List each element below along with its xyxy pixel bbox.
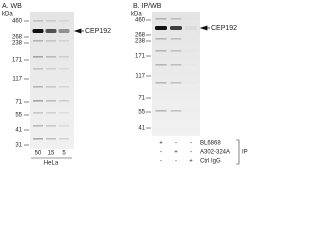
band bbox=[155, 110, 167, 112]
band bbox=[186, 64, 197, 66]
band bbox=[33, 86, 43, 88]
band bbox=[46, 68, 56, 70]
ip-cell: + bbox=[174, 150, 178, 156]
band bbox=[59, 40, 69, 42]
marker-label: 41 bbox=[15, 128, 22, 134]
band bbox=[33, 112, 43, 114]
marker-label: 41 bbox=[138, 126, 145, 132]
band bbox=[185, 26, 197, 30]
marker-label: 55 bbox=[138, 110, 145, 116]
band bbox=[170, 26, 182, 30]
marker-label: 31 bbox=[15, 143, 22, 149]
ip-row-name: BL6868 bbox=[200, 141, 221, 147]
band bbox=[186, 18, 197, 20]
band bbox=[58, 29, 70, 33]
band bbox=[33, 40, 43, 42]
lane-label: 50 bbox=[35, 151, 42, 157]
band bbox=[59, 56, 69, 58]
ip-cell: + bbox=[159, 141, 163, 147]
group-label: IP bbox=[242, 150, 248, 156]
band bbox=[155, 50, 167, 52]
target-label: CEP192 bbox=[85, 28, 111, 35]
band bbox=[59, 138, 69, 140]
band bbox=[59, 112, 69, 114]
marker-label: 460 bbox=[12, 19, 23, 25]
band bbox=[33, 68, 43, 70]
marker-label: 268 bbox=[12, 35, 23, 41]
band bbox=[46, 40, 56, 42]
panel-label: B. IP/WB bbox=[133, 3, 162, 10]
blot bbox=[30, 12, 74, 149]
ip-row-name: Ctrl IgG bbox=[200, 159, 221, 165]
band bbox=[170, 50, 182, 52]
band bbox=[155, 64, 167, 66]
panel-label: A. WB bbox=[2, 3, 22, 10]
band bbox=[170, 82, 182, 84]
ip-cell: - bbox=[160, 150, 162, 156]
band bbox=[186, 110, 197, 112]
band bbox=[33, 20, 43, 22]
arrow bbox=[199, 25, 210, 31]
band bbox=[59, 100, 69, 102]
bracket bbox=[236, 139, 240, 165]
band bbox=[186, 50, 197, 52]
band bbox=[32, 29, 44, 33]
marker-label: 117 bbox=[135, 74, 145, 80]
marker-label: 238 bbox=[135, 39, 146, 45]
unit-label: kDa bbox=[131, 12, 142, 18]
western-blot-figure: A. WB kDa B. IP/WB kDa 46026823817111771… bbox=[2, 3, 248, 167]
band bbox=[155, 38, 167, 40]
band bbox=[155, 26, 167, 30]
band bbox=[33, 125, 43, 127]
marker-label: 460 bbox=[135, 18, 146, 24]
band bbox=[59, 68, 69, 70]
ip-cell: - bbox=[175, 141, 177, 147]
ip-row-name: A302-324A bbox=[200, 150, 230, 156]
marker-label: 268 bbox=[135, 33, 146, 39]
ip-cell: + bbox=[189, 159, 193, 165]
band bbox=[170, 38, 182, 40]
lane-label: 15 bbox=[48, 151, 55, 157]
band bbox=[33, 56, 43, 58]
target-label: CEP192 bbox=[211, 25, 237, 32]
ip-cell: - bbox=[160, 159, 162, 165]
band bbox=[46, 86, 56, 88]
ip-cell: - bbox=[190, 150, 192, 156]
lane-label: 5 bbox=[62, 151, 66, 157]
blot bbox=[152, 12, 200, 136]
marker-label: 71 bbox=[138, 96, 145, 102]
ip-cell: - bbox=[175, 159, 177, 165]
band bbox=[155, 82, 167, 84]
marker-label: 238 bbox=[12, 41, 23, 47]
band bbox=[46, 125, 56, 127]
unit-label: kDa bbox=[2, 12, 13, 18]
band bbox=[33, 100, 43, 102]
marker-label: 171 bbox=[135, 54, 146, 60]
band bbox=[46, 112, 56, 114]
band bbox=[170, 110, 182, 112]
band bbox=[33, 138, 43, 140]
ip-cell: - bbox=[190, 141, 192, 147]
band bbox=[46, 100, 56, 102]
sample-label: HeLa bbox=[44, 161, 59, 167]
band bbox=[46, 56, 56, 58]
band bbox=[59, 20, 69, 22]
band bbox=[186, 38, 197, 40]
arrow bbox=[73, 28, 84, 34]
marker-label: 171 bbox=[12, 58, 23, 64]
band bbox=[155, 18, 167, 20]
band bbox=[186, 82, 197, 84]
marker-label: 55 bbox=[15, 113, 22, 119]
band bbox=[46, 138, 56, 140]
band bbox=[170, 64, 182, 66]
band bbox=[170, 18, 182, 20]
band bbox=[46, 20, 56, 22]
band bbox=[59, 86, 69, 88]
marker-label: 71 bbox=[15, 100, 22, 106]
band bbox=[59, 125, 69, 127]
marker-label: 117 bbox=[12, 77, 22, 83]
band bbox=[45, 29, 57, 33]
